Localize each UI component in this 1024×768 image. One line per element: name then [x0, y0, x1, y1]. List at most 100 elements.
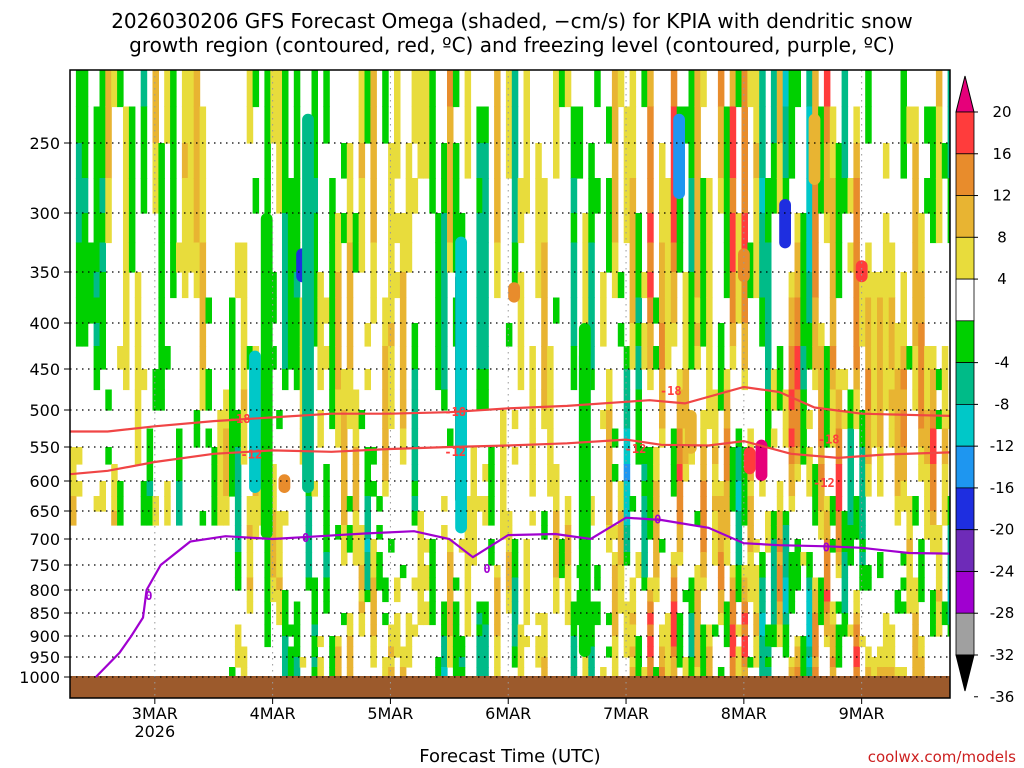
omega-cell [664, 667, 672, 678]
omega-cell [529, 428, 536, 448]
omega-cell [694, 346, 701, 370]
dendritic-growth-contour [70, 385, 950, 433]
omega-cell [370, 297, 377, 324]
omega-cell [482, 657, 489, 668]
omega-cell [75, 178, 83, 214]
omega-cell [270, 577, 277, 591]
omega-cell [800, 272, 807, 299]
omega-cell [494, 624, 501, 637]
omega-cell [388, 636, 395, 648]
omega-cell [246, 496, 254, 512]
omega-cell [317, 297, 324, 324]
omega-cell [105, 447, 112, 465]
omega-cell [782, 428, 790, 448]
omega-cell [341, 389, 348, 411]
omega-cell [323, 297, 330, 324]
omega-cell [794, 428, 801, 448]
omega-cell [500, 496, 507, 512]
omega-cell [523, 565, 530, 579]
omega-cell [329, 346, 336, 370]
omega-cell [370, 657, 377, 668]
omega-cell [217, 496, 224, 512]
omega-cell [747, 428, 754, 448]
omega-cell [282, 346, 289, 370]
omega-cell [293, 143, 301, 179]
omega-cell [682, 389, 690, 411]
omega-cell [818, 369, 825, 391]
omega-cell [635, 667, 642, 678]
omega-cell [924, 481, 931, 497]
omega-cell [394, 624, 401, 637]
omega-cell [653, 481, 660, 497]
omega-cell [164, 106, 171, 144]
omega-cell [370, 178, 377, 214]
omega-cell [935, 369, 943, 391]
omega-cell [835, 213, 843, 244]
omega-cell [311, 657, 318, 668]
omega-cell [564, 70, 572, 108]
omega-cell [105, 178, 112, 214]
omega-cell [429, 601, 436, 614]
omega-cell [623, 464, 631, 482]
omega-cell [370, 577, 377, 591]
omega-cell [653, 447, 660, 465]
omega-cell [647, 106, 654, 144]
omega-cell [323, 511, 330, 526]
omega-cell [776, 481, 784, 497]
omega-cell [517, 346, 525, 370]
omega-cell [930, 481, 937, 497]
omega-cell [788, 565, 796, 579]
omega-cell [800, 213, 807, 244]
omega-cell [623, 369, 631, 391]
omega-cell [800, 646, 807, 658]
omega-cell [234, 565, 242, 579]
omega-cell [370, 590, 377, 603]
omega-cell [853, 624, 860, 637]
omega-cell [623, 106, 631, 144]
omega-cell [694, 624, 701, 637]
omega-cell [364, 565, 371, 579]
omega-cell [888, 346, 896, 370]
omega-cell [517, 624, 525, 637]
omega-cell [829, 667, 837, 678]
omega-cell [476, 613, 483, 626]
omega-cell [240, 389, 248, 411]
omega-cell [741, 496, 748, 512]
omega-cell [234, 552, 242, 566]
omega-cell [788, 106, 796, 144]
omega-cell [600, 667, 607, 678]
omega-cell [865, 346, 872, 370]
omega-cell [841, 624, 849, 637]
omega-cell [841, 70, 849, 108]
omega-cell [535, 213, 542, 244]
omega-cell [688, 590, 695, 603]
omega-cell [623, 646, 631, 658]
omega-cell [482, 178, 489, 214]
omega-cell [865, 667, 872, 678]
omega-cell [930, 213, 937, 244]
omega-cell [853, 525, 860, 540]
omega-cell [900, 601, 907, 614]
omega-cell [835, 552, 843, 566]
omega-cell [547, 481, 554, 497]
omega-cell [812, 272, 819, 299]
omega-cell [558, 70, 566, 108]
omega-cell [517, 646, 525, 658]
omega-cell [865, 70, 872, 108]
omega-cell [676, 389, 684, 411]
omega-cell [918, 272, 925, 299]
omega-cell [293, 369, 301, 391]
omega-cell [877, 346, 884, 370]
omega-cell [394, 213, 401, 244]
omega-cell [818, 481, 825, 497]
omega-cell [276, 577, 283, 591]
omega-cell [588, 646, 595, 658]
omega-cell [81, 178, 89, 214]
omega-cell [694, 601, 701, 614]
omega-cell [924, 447, 931, 465]
omega-cell [912, 577, 919, 591]
omega-cell [882, 297, 890, 324]
omega-cell [541, 410, 548, 430]
omega-cell [335, 667, 342, 678]
omega-cell [388, 297, 395, 324]
